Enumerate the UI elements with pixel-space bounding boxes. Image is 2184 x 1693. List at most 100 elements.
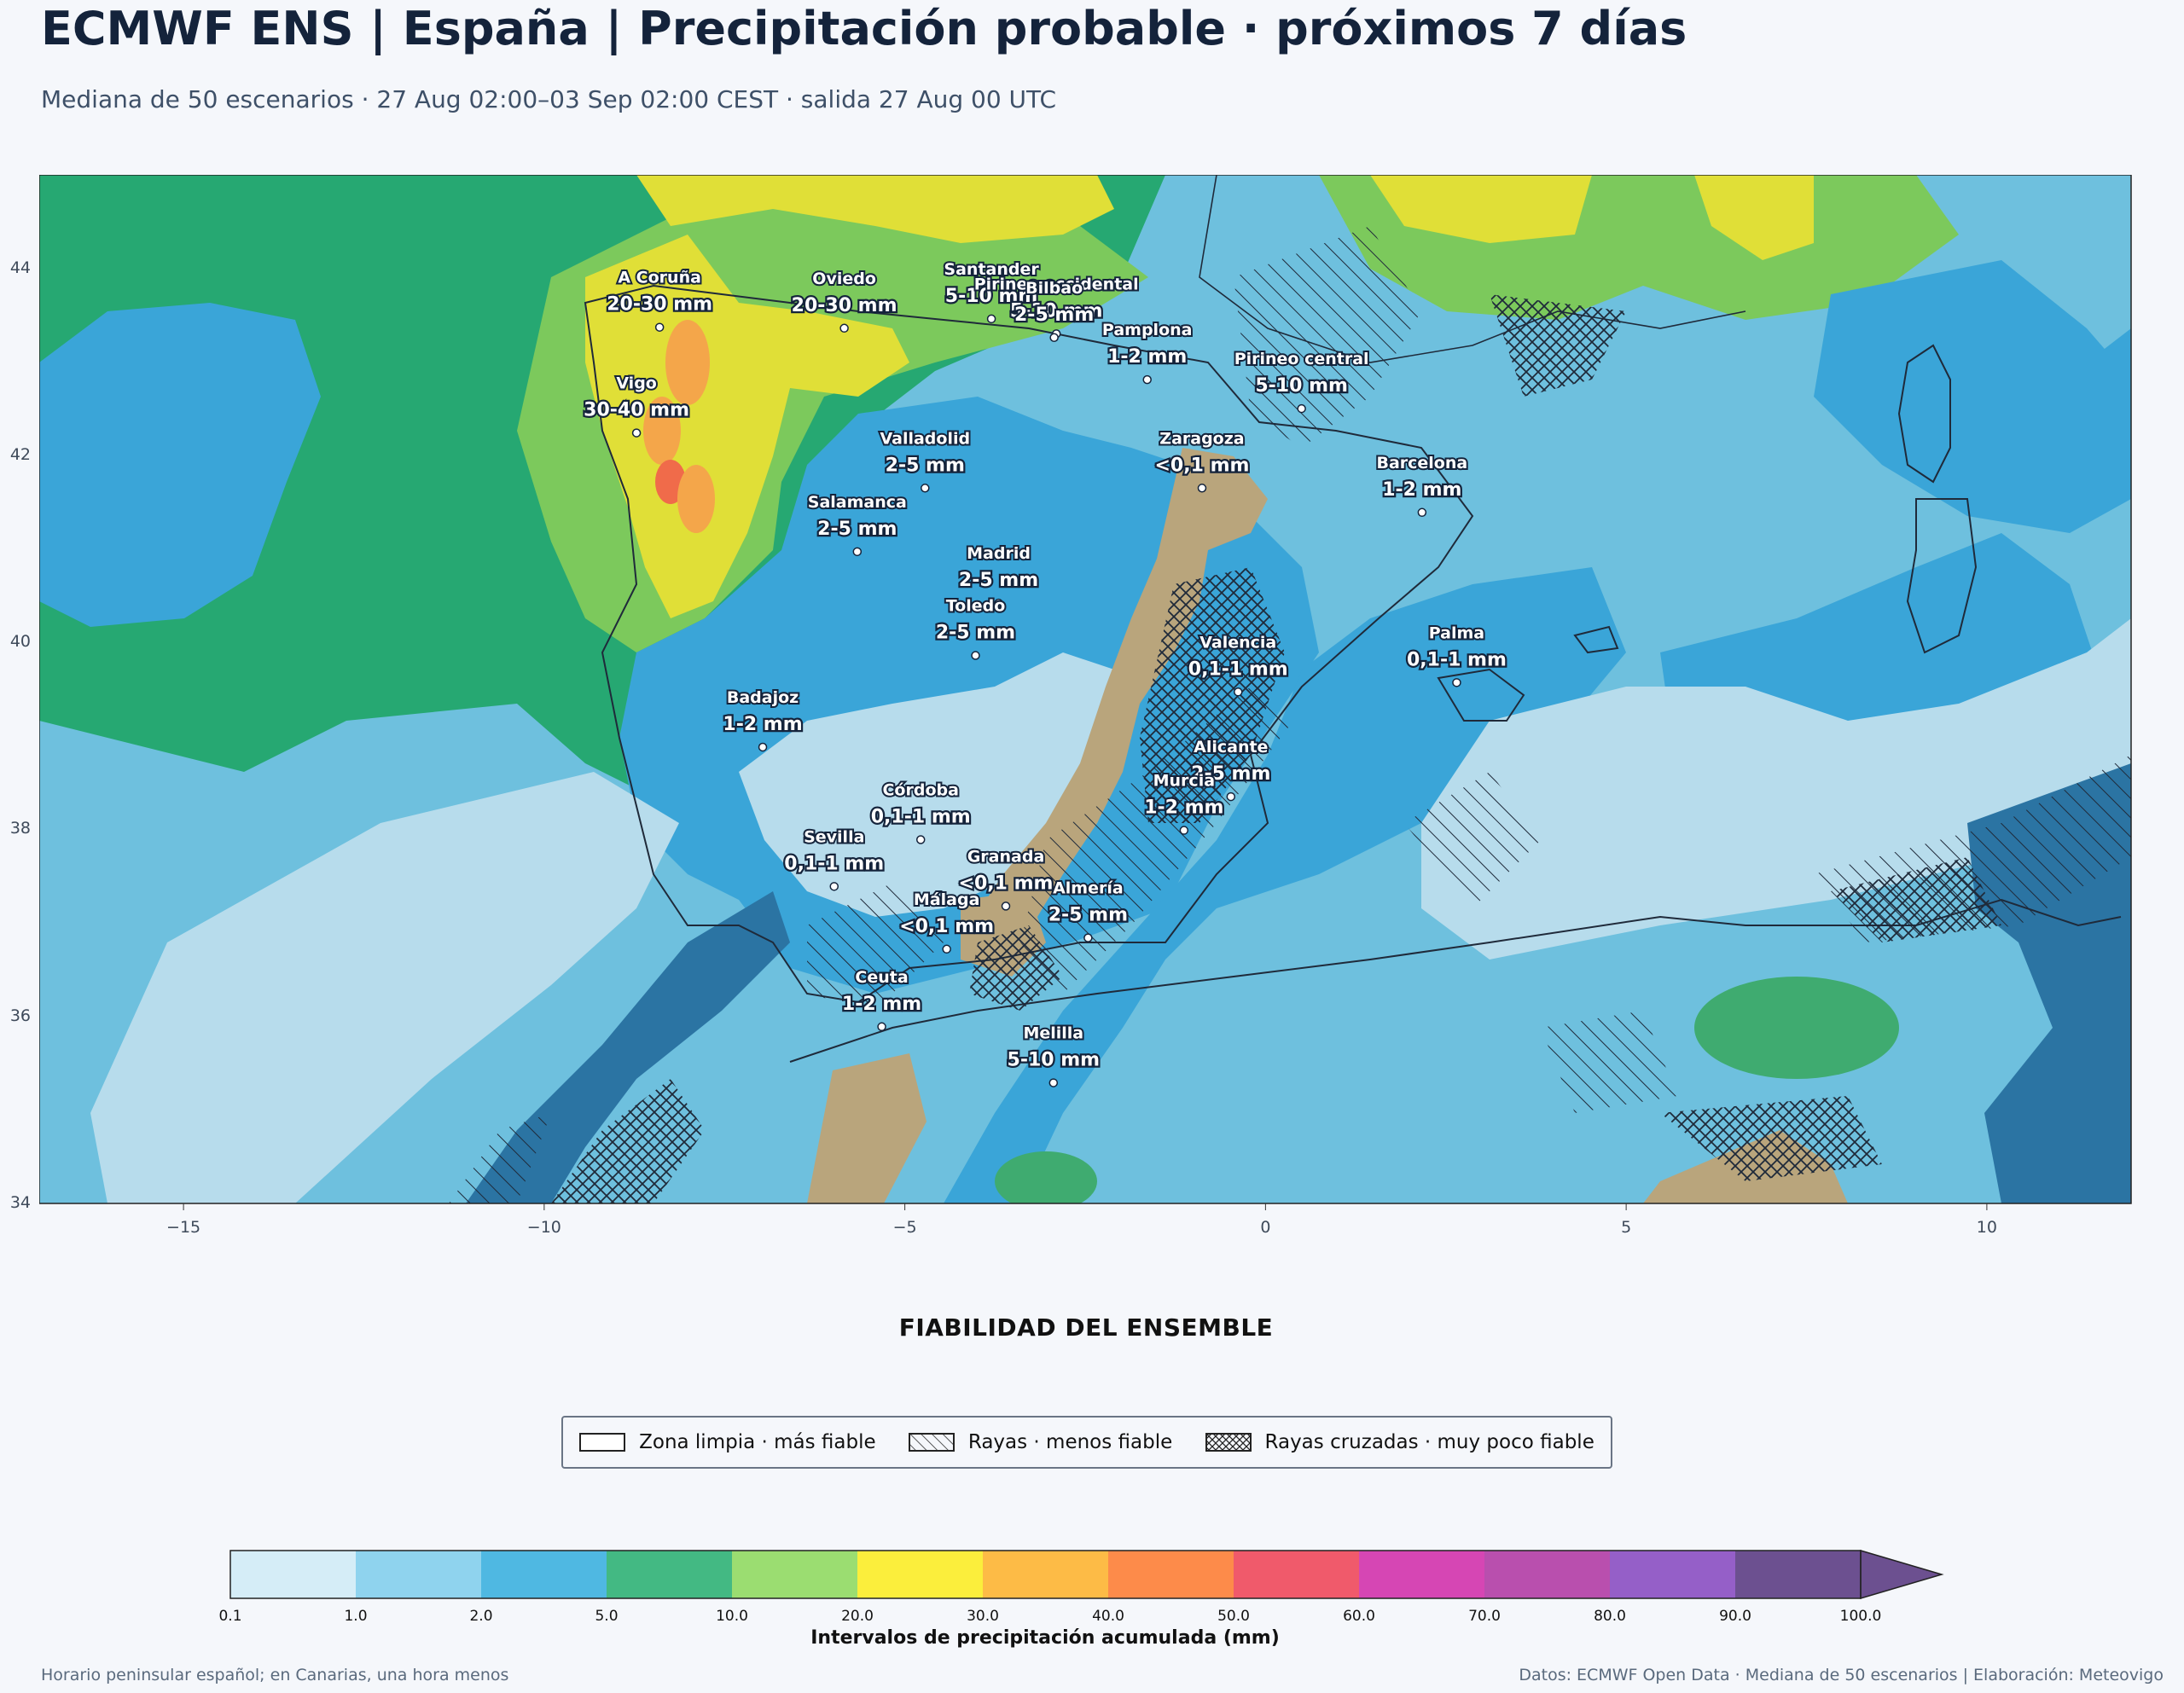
colorbar-tick-label: 80.0 — [1594, 1608, 1626, 1625]
city-name: Toledo — [946, 597, 1006, 616]
colorbar-tick-label: 5.0 — [595, 1608, 618, 1625]
colorbar-segment — [983, 1551, 1108, 1598]
city-name: Oviedo — [812, 270, 876, 288]
city-marker: Alicante 2-5 mm — [1189, 736, 1273, 802]
city-marker: Valladolid 2-5 mm — [878, 427, 972, 493]
city-dot — [921, 484, 930, 493]
map-canvas: −15 −10 −5 0 5 10 A Coruña 20-30 mm Oviedo 20-30… — [39, 175, 2132, 1237]
colorbar-segment — [1108, 1551, 1234, 1598]
city-value: <0,1 mm — [1155, 455, 1250, 476]
colorbar-canvas: 0.1 1.0 2.0 5.0 10.0 20.0 30.0 40.0 50.0 60.0 70.0… — [218, 1549, 1944, 1625]
city-name: Melilla — [1023, 1024, 1083, 1043]
city-marker: Pirineo central 5-10 mm — [1233, 348, 1371, 414]
city-dot — [654, 322, 665, 332]
city-dot — [1001, 902, 1011, 911]
city-value: 2-5 mm — [959, 570, 1038, 591]
city-name: Valencia — [1199, 633, 1276, 652]
city-value: 0,1-1 mm — [784, 853, 884, 874]
city-value: 2-5 mm — [886, 455, 965, 476]
city-value: 0,1-1 mm — [1188, 658, 1288, 680]
y-tick-label: 36 — [9, 1006, 31, 1025]
colorbar-segment — [1735, 1551, 1861, 1598]
city-value: 1-2 mm — [1144, 797, 1223, 819]
city-marker: Valencia 0,1-1 mm — [1187, 631, 1290, 697]
colorbar-segment — [607, 1551, 732, 1598]
colorbar-segment — [356, 1551, 481, 1598]
city-dot — [915, 835, 926, 844]
colorbar-tick-label: 1.0 — [344, 1608, 367, 1625]
footer-note: Horario peninsular español; en Canarias,… — [41, 1666, 509, 1684]
city-marker: Palma 0,1-1 mm — [1405, 622, 1508, 687]
colorbar-border — [229, 1550, 1862, 1599]
city-marker: Melilla 5-10 mm — [1005, 1023, 1101, 1087]
colorbar-segment — [230, 1551, 356, 1598]
colorbar-segment — [857, 1551, 983, 1598]
x-tick-label: −15 — [166, 1218, 200, 1237]
x-tick-label: 0 — [1260, 1218, 1270, 1237]
city-dot — [839, 323, 849, 333]
legend-item-crosshatch: Rayas cruzadas · muy poco fiable — [1205, 1431, 1594, 1453]
city-value: 5-10 mm — [1010, 300, 1103, 322]
city-value: 2-5 mm — [1014, 304, 1094, 326]
city-name: Pamplona — [1102, 321, 1193, 339]
city-name: Santander — [944, 260, 1039, 279]
colorbar-tick-label: 40.0 — [1092, 1608, 1124, 1625]
colorbar-segment — [481, 1551, 607, 1598]
legend-label-stripes: Rayas · menos fiable — [967, 1431, 1173, 1453]
city-marker: Oviedo 20-30 mm — [789, 268, 899, 333]
city-dot — [971, 651, 980, 660]
city-value: 5-10 mm — [945, 286, 1038, 307]
city-marker: Santander 5-10 mm — [942, 258, 1041, 324]
y-tick-label: 34 — [9, 1193, 31, 1212]
city-name: Sevilla — [804, 827, 864, 846]
city-value: 5-10 mm — [1008, 1050, 1101, 1071]
footer-credits: Datos: ECMWF Open Data · Mediana de 50 e… — [1519, 1666, 2164, 1684]
city-name: Zaragoza — [1159, 429, 1244, 448]
precipitation-map: −15 −10 −5 0 5 10 A Coruña 20-30 mm Oviedo 20-30… — [10, 175, 2138, 1241]
city-dot — [1297, 403, 1306, 414]
city-name: Alicante — [1194, 738, 1268, 757]
city-name: Almería — [1053, 879, 1124, 898]
colorbar-segment — [1359, 1551, 1484, 1598]
city-name: Palma — [1429, 623, 1484, 642]
city-name: Salamanca — [808, 493, 907, 512]
city-marker: Vigo 30-40 mm — [582, 373, 691, 438]
colorbar-extend-arrow — [1860, 1549, 1944, 1600]
city-marker: Córdoba 0,1-1 mm — [869, 780, 973, 844]
city-dot — [829, 882, 839, 891]
city-dot — [1452, 678, 1461, 687]
city-name: Murcia — [1153, 772, 1215, 791]
city-value: 20-30 mm — [607, 294, 712, 316]
city-marker: Ceuta 1-2 mm — [840, 966, 923, 1032]
city-value: 0,1-1 mm — [871, 807, 971, 828]
city-name: A Coruña — [618, 269, 701, 287]
city-marker: Granada <0,1 mm — [956, 845, 1055, 911]
city-dot — [1417, 507, 1427, 518]
city-value: 2-5 mm — [1191, 763, 1270, 785]
colorbar-tick-label: 30.0 — [967, 1608, 999, 1625]
city-value: <0,1 mm — [899, 916, 994, 937]
city-dot — [631, 428, 642, 438]
crosshatch-swatch-icon — [1205, 1433, 1252, 1452]
page-title: ECMWF ENS | España | Precipitación proba… — [41, 2, 1687, 55]
legend-item-stripes: Rayas · menos fiable — [908, 1431, 1173, 1453]
x-tick-label: −10 — [527, 1218, 561, 1237]
city-marker: Salamanca 2-5 mm — [806, 491, 909, 557]
city-dot — [942, 944, 951, 954]
city-marker: Almería 2-5 mm — [1046, 878, 1130, 942]
city-dot — [877, 1022, 886, 1032]
colorbar-tick-label: 70.0 — [1468, 1608, 1501, 1625]
city-dot — [1049, 333, 1059, 343]
stripes-swatch-icon — [908, 1433, 955, 1452]
colorbar-tick-label: 50.0 — [1217, 1608, 1250, 1625]
city-marker: Badajoz 1-2 mm — [721, 687, 804, 752]
legend-label-crosshatch: Rayas cruzadas · muy poco fiable — [1264, 1431, 1594, 1453]
map-fields — [39, 175, 2131, 1203]
colorbar-segment — [1610, 1551, 1735, 1598]
colorbar-tick-label: 2.0 — [469, 1608, 492, 1625]
x-tick-label: 5 — [1621, 1218, 1631, 1237]
city-value: 2-5 mm — [936, 623, 1015, 644]
city-name: Granada — [967, 847, 1045, 866]
y-tick-label: 40 — [9, 632, 31, 652]
city-name: Pirineo occidental — [974, 275, 1139, 293]
